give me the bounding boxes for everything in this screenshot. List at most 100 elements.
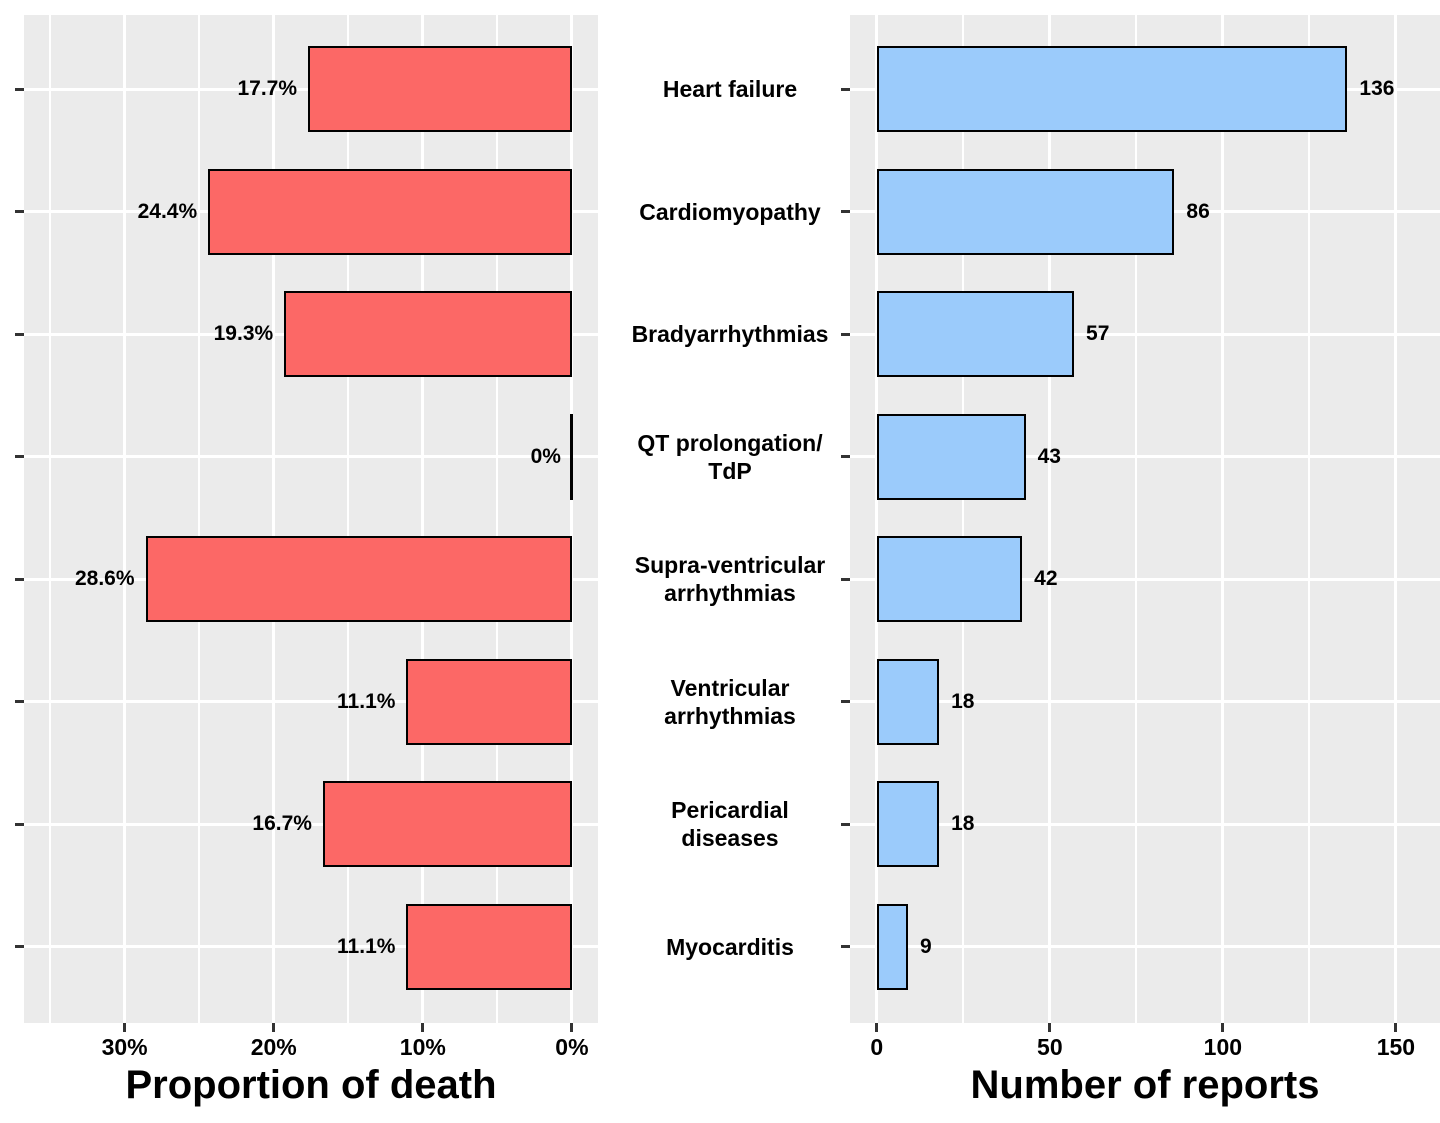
y-axis-tick — [15, 332, 24, 336]
x-axis-tick — [272, 1023, 276, 1032]
value-label: 11.1% — [337, 689, 396, 713]
x-axis-tick-label: 100 — [1203, 1034, 1243, 1060]
category-label: Bradyarrhythmias — [631, 321, 829, 348]
value-label: 86 — [1186, 199, 1210, 223]
value-label: 24.4% — [137, 199, 198, 223]
row-gridline — [24, 455, 598, 459]
y-axis-tick — [15, 87, 24, 91]
bar-right-row-4 — [876, 536, 1023, 623]
bar-left-row-6 — [322, 781, 572, 868]
row-gridline — [850, 455, 1440, 459]
row-gridline — [850, 700, 1440, 704]
x-axis-tick-label: 30% — [101, 1034, 148, 1060]
row-gridline — [850, 332, 1440, 336]
left-plot-panel — [24, 15, 598, 1023]
row-gridline — [850, 577, 1440, 581]
x-axis-tick-label: 0 — [870, 1034, 884, 1060]
value-label: 57 — [1086, 322, 1110, 346]
bar-left-row-3 — [570, 413, 574, 500]
x-axis-tick — [421, 1023, 425, 1032]
value-label: 19.3% — [213, 322, 274, 346]
y-axis-tick — [841, 577, 850, 581]
row-gridline — [850, 945, 1440, 949]
bar-right-row-6 — [876, 781, 940, 868]
minor-gridline — [1135, 15, 1138, 1023]
bar-left-row-2 — [284, 291, 572, 378]
minor-gridline — [496, 15, 499, 1023]
row-gridline — [850, 822, 1440, 826]
major-gridline — [1221, 15, 1225, 1023]
category-label: Ventricular arrhythmias — [664, 674, 796, 729]
y-axis-tick — [15, 455, 24, 459]
category-label: Myocarditis — [666, 933, 794, 960]
bar-right-row-0 — [876, 46, 1348, 132]
major-gridline — [272, 15, 276, 1023]
y-axis-tick — [841, 210, 850, 214]
bar-left-row-7 — [406, 903, 572, 990]
y-axis-tick — [841, 455, 850, 459]
x-axis-title-proportion-of-death: Proportion of death — [125, 1063, 497, 1107]
minor-gridline — [962, 15, 965, 1023]
value-label: 43 — [1037, 444, 1061, 468]
value-label: 11.1% — [337, 934, 396, 958]
bar-right-row-3 — [876, 413, 1026, 500]
major-gridline — [421, 15, 425, 1023]
bar-right-row-5 — [876, 658, 940, 745]
y-axis-tick — [841, 945, 850, 949]
bar-right-row-2 — [876, 291, 1075, 378]
right-plot-panel — [850, 15, 1440, 1023]
x-axis-tick — [123, 1023, 127, 1032]
x-axis-tick — [875, 1023, 879, 1032]
major-gridline — [875, 15, 879, 1023]
minor-gridline — [49, 15, 52, 1023]
value-label: 18 — [951, 689, 975, 713]
y-axis-tick — [15, 945, 24, 949]
minor-gridline — [198, 15, 201, 1023]
y-axis-tick — [841, 822, 850, 826]
y-axis-tick — [841, 700, 850, 704]
y-axis-tick — [15, 700, 24, 704]
major-gridline — [1394, 15, 1398, 1023]
category-label: QT prolongation/ TdP — [637, 429, 823, 484]
minor-gridline — [1308, 15, 1311, 1023]
x-axis-tick-label: 50 — [1037, 1034, 1063, 1060]
bar-left-row-4 — [145, 536, 572, 623]
category-label: Supra-ventricular arrhythmias — [634, 552, 826, 607]
x-axis-tick-label: 0% — [555, 1034, 589, 1060]
value-label: 16.7% — [252, 812, 312, 836]
x-axis-title-number-of-reports: Number of reports — [970, 1063, 1320, 1107]
y-axis-tick — [15, 822, 24, 826]
row-gridline — [24, 945, 598, 949]
bar-right-row-1 — [876, 168, 1175, 255]
category-label: Heart failure — [662, 76, 798, 102]
x-axis-tick — [1394, 1023, 1398, 1032]
major-gridline — [1048, 15, 1052, 1023]
value-label: 0% — [530, 444, 561, 468]
value-label: 17.7% — [237, 77, 298, 100]
category-label: Cardiomyopathy — [639, 198, 821, 225]
x-axis-tick-label: 10% — [399, 1034, 446, 1060]
y-axis-tick — [841, 332, 850, 336]
y-axis-tick — [15, 577, 24, 581]
value-label: 18 — [951, 812, 975, 836]
y-axis-tick — [15, 210, 24, 214]
x-axis-tick — [1221, 1023, 1225, 1032]
value-label: 9 — [919, 934, 932, 958]
bar-left-row-5 — [406, 658, 572, 745]
category-label: Pericardial diseases — [671, 797, 789, 852]
value-label: 28.6% — [74, 567, 135, 591]
x-axis-tick-label: 150 — [1376, 1034, 1416, 1060]
x-axis-tick-label: 20% — [250, 1034, 297, 1060]
bar-left-row-0 — [308, 46, 572, 132]
row-gridline — [24, 822, 598, 826]
y-axis-tick — [841, 87, 850, 91]
row-gridline — [24, 700, 598, 704]
bar-right-row-7 — [876, 903, 908, 990]
value-label: 136 — [1359, 77, 1395, 100]
x-axis-tick — [1048, 1023, 1052, 1032]
major-gridline — [570, 15, 574, 1023]
x-axis-tick — [570, 1023, 574, 1032]
major-gridline — [123, 15, 127, 1023]
value-label: 42 — [1034, 567, 1058, 591]
